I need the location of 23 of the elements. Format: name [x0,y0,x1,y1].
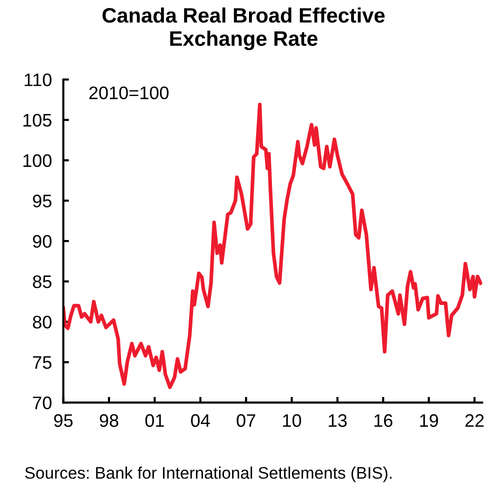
y-tick-label: 100 [23,154,52,168]
y-tick-label: 110 [24,73,52,86]
x-tick-label: 95 [54,414,73,427]
source-note: Sources: Bank for International Settlements (BIS). [25,466,392,482]
x-tick-label: 98 [100,414,118,427]
x-tick-label: 13 [328,414,347,427]
x-tick-label: 19 [420,414,438,427]
y-tick-label: 75 [33,356,52,369]
y-tick-label: 70 [33,396,52,410]
chart-title: Canada Real Broad Effective Exchange Rate [102,7,385,50]
x-tick-label: 04 [191,414,210,427]
x-tick-label: 01 [145,414,164,427]
x-tick-label: 07 [236,414,256,427]
annotation: 2010=100 [89,86,169,100]
y-tick-label: 80 [32,316,52,329]
line-series [63,102,482,390]
y-tick-label: 95 [32,194,52,208]
y-tick-label: 85 [32,275,52,288]
x-tick-label: 22 [465,414,484,427]
x-tick-label: 16 [374,414,392,427]
y-tick-label: 90 [32,234,52,248]
y-tick-label: 105 [23,114,52,127]
x-tick-label: 10 [283,414,302,427]
